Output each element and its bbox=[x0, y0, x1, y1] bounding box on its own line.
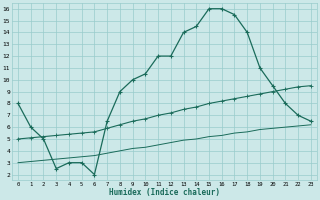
X-axis label: Humidex (Indice chaleur): Humidex (Indice chaleur) bbox=[109, 188, 220, 197]
